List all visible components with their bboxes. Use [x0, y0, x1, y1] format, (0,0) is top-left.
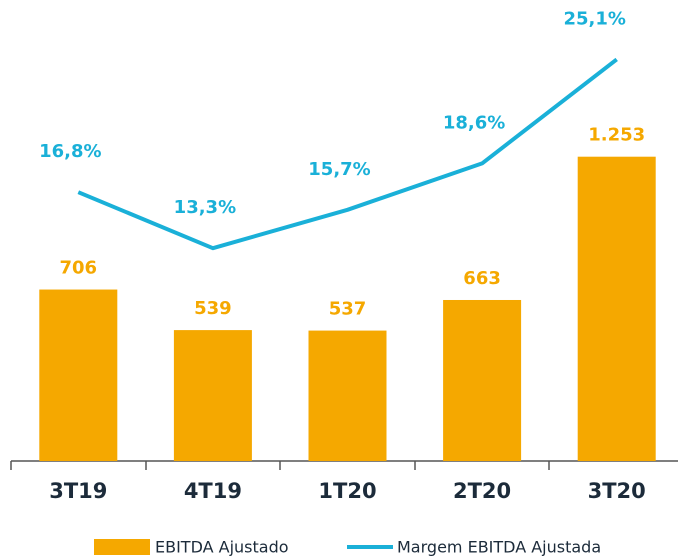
legend-swatch	[94, 539, 150, 555]
legend-label: EBITDA Ajustado	[155, 538, 289, 557]
x-tick-label: 3T19	[49, 479, 107, 503]
line-label: 13,3%	[174, 197, 236, 218]
bar-label: 706	[60, 258, 98, 279]
bar-label: 663	[463, 268, 501, 289]
bar	[173, 330, 252, 461]
bar-label: 1.253	[588, 125, 645, 146]
category-separators	[10, 461, 550, 470]
bar	[308, 330, 387, 461]
x-tick-label: 3T20	[588, 479, 646, 503]
x-tick-label: 2T20	[453, 479, 511, 503]
bar-label: 539	[194, 298, 232, 319]
x-tick-label: 4T19	[184, 479, 242, 503]
line	[77, 57, 618, 251]
line-label: 16,8%	[39, 141, 101, 162]
line-label: 25,1%	[563, 8, 625, 29]
legend-label: Margem EBITDA Ajustada	[397, 538, 601, 557]
bar	[577, 156, 656, 461]
bar	[443, 299, 522, 461]
bar	[39, 289, 118, 461]
line-label: 18,6%	[443, 112, 505, 133]
line-label: 15,7%	[308, 159, 370, 180]
x-tick-label: 1T20	[318, 479, 376, 503]
bar-label: 537	[329, 299, 367, 320]
